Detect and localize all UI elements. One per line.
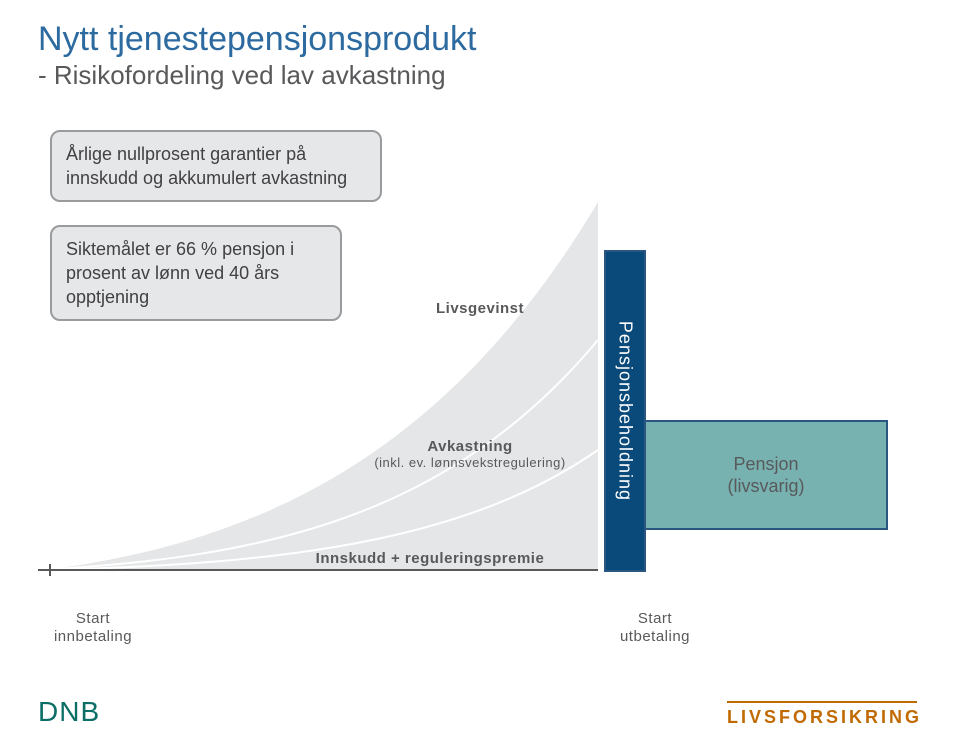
pension-payout-bar: Pensjon(livsvarig) xyxy=(644,420,888,530)
pension-balance-label: Pensjonsbeholdning xyxy=(615,321,636,501)
chart-svg xyxy=(38,140,598,600)
logo-liv-text: LIVSFORSIKRING xyxy=(727,707,922,727)
page-title: Nytt tjenestepensjonsprodukt xyxy=(38,20,476,58)
page-subtitle: - Risikofordeling ved lav avkastning xyxy=(38,60,446,90)
label-avkastning: Avkastning (inkl. ev. lønnsvekstreguleri… xyxy=(355,438,585,470)
pension-payout-label: Pensjon(livsvarig) xyxy=(727,453,804,497)
axis-start-utbetaling: Startutbetaling xyxy=(600,610,710,646)
chart-envelope xyxy=(38,200,598,570)
pension-balance-bar: Pensjonsbeholdning xyxy=(604,250,646,572)
label-avkastning-line1: Avkastning xyxy=(355,438,585,455)
logo-dnb: DNB xyxy=(38,696,100,728)
logo-livsforsikring: LIVSFORSIKRING xyxy=(727,701,922,728)
axis-start-innbetaling: Startinnbetaling xyxy=(38,610,148,646)
label-livsgevinst: Livsgevinst xyxy=(420,300,540,317)
accumulation-chart xyxy=(38,140,598,600)
label-avkastning-line2: (inkl. ev. lønnsvekstregulering) xyxy=(355,455,585,470)
logo-liv-line xyxy=(727,701,917,703)
label-innskudd: Innskudd + reguleringspremie xyxy=(280,550,580,567)
